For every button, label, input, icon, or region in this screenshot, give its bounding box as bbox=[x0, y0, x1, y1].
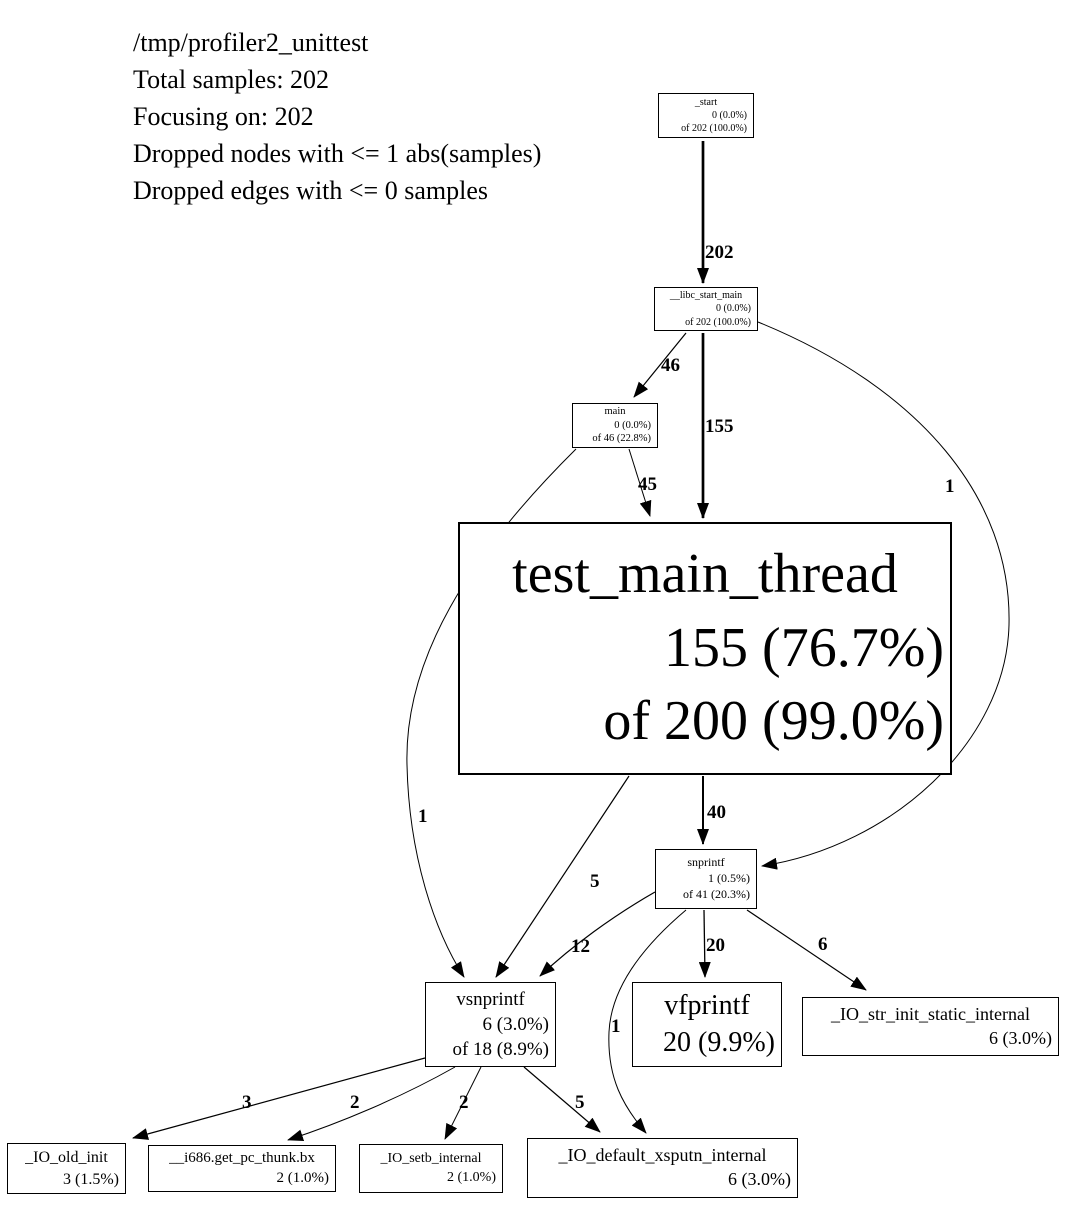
edge-vsnprintf-to-_IO_old_init bbox=[132, 1057, 426, 1140]
node-sample-stat: 155 (76.7%) bbox=[664, 616, 944, 679]
dropped-nodes-line: Dropped nodes with <= 1 abs(samples) bbox=[133, 139, 542, 168]
edge-label-__libc_start_main-to-main: 46 bbox=[661, 355, 680, 376]
node-_IO_setb_internal: _IO_setb_internal 2 (1.0%) bbox=[359, 1144, 503, 1193]
edge-snprintf-to-_IO_str_init_static_internal bbox=[746, 909, 867, 991]
edge-snprintf-to-vsnprintf bbox=[539, 891, 656, 977]
node-__libc_start_main: __libc_start_main 0 (0.0%) of 202 (100.0%) bbox=[654, 287, 758, 331]
node-_IO_str_init_static_internal: _IO_str_init_static_internal 6 (3.0%) bbox=[802, 997, 1059, 1056]
edge-label-_start-to-__libc_start_main: 202 bbox=[705, 242, 734, 263]
node-function-name: _IO_setb_internal bbox=[380, 1151, 482, 1167]
edge-vsnprintf-to-_IO_setb_internal bbox=[444, 1066, 482, 1140]
node-function-name: _IO_str_init_static_internal bbox=[831, 1003, 1030, 1024]
node-function-name: _IO_old_init bbox=[25, 1149, 108, 1167]
edge-__libc_start_main-to-snprintf bbox=[757, 321, 1010, 870]
edge-label-vsnprintf-to-__i686.get_pc_thunk.bx: 2 bbox=[350, 1092, 360, 1113]
edge-snprintf-to-vfprintf bbox=[698, 909, 711, 978]
edge-label-main-to-vsnprintf: 1 bbox=[418, 806, 428, 827]
focusing-on-line: Focusing on: 202 bbox=[133, 102, 314, 131]
node-function-name: vsnprintf bbox=[456, 988, 525, 1010]
node-sample-stat: 0 (0.0%) bbox=[716, 303, 751, 315]
node-sample-stat: of 18 (8.9%) bbox=[452, 1039, 549, 1061]
profile-binary-path: /tmp/profiler2_unittest bbox=[133, 28, 369, 57]
node-sample-stat: of 46 (22.8%) bbox=[592, 433, 651, 445]
edge-label-snprintf-to-_IO_default_xsputn_internal: 1 bbox=[611, 1016, 621, 1037]
edge-label-vsnprintf-to-_IO_setb_internal: 2 bbox=[459, 1092, 469, 1113]
node-sample-stat: 6 (3.0%) bbox=[989, 1027, 1052, 1048]
edge-test_main_thread-to-vsnprintf bbox=[495, 775, 630, 978]
edge-label-snprintf-to-vfprintf: 20 bbox=[706, 935, 725, 956]
node-_IO_default_xsputn_internal: _IO_default_xsputn_internal 6 (3.0%) bbox=[527, 1138, 798, 1198]
edge-label-snprintf-to-vsnprintf: 12 bbox=[571, 936, 590, 957]
node-sample-stat: of 202 (100.0%) bbox=[681, 123, 747, 135]
node-test_main_thread: test_main_thread 155 (76.7%) of 200 (99.0%… bbox=[458, 522, 952, 775]
edge-label-vsnprintf-to-_IO_default_xsputn_internal: 5 bbox=[575, 1092, 585, 1113]
edge-label-snprintf-to-_IO_str_init_static_internal: 6 bbox=[818, 934, 828, 955]
edge-label-__libc_start_main-to-snprintf: 1 bbox=[945, 476, 955, 497]
dropped-edges-line: Dropped edges with <= 0 samples bbox=[133, 176, 488, 205]
node-sample-stat: 2 (1.0%) bbox=[276, 1169, 330, 1186]
node-vfprintf: vfprintf 20 (9.9%) bbox=[632, 982, 782, 1067]
node-function-name: _start bbox=[694, 96, 718, 108]
edge-label-__libc_start_main-to-test_main_thread: 155 bbox=[705, 416, 734, 437]
node-sample-stat: 2 (1.0%) bbox=[447, 1169, 496, 1185]
edge-vsnprintf-to-_IO_default_xsputn_internal bbox=[523, 1066, 601, 1133]
edge-snprintf-to-_IO_default_xsputn_internal bbox=[608, 909, 687, 1134]
node-_start: _start 0 (0.0%) of 202 (100.0%) bbox=[658, 93, 754, 138]
node-sample-stat: of 41 (20.3%) bbox=[683, 886, 750, 901]
node-function-name: main bbox=[604, 405, 626, 417]
node-main: main 0 (0.0%) of 46 (22.8%) bbox=[572, 403, 658, 448]
profile-summary: /tmp/profiler2_unittest Total samples: 2… bbox=[133, 24, 541, 209]
node-snprintf: snprintf 1 (0.5%) of 41 (20.3%) bbox=[655, 849, 757, 909]
node-function-name: vfprintf bbox=[664, 989, 750, 1021]
node-_IO_old_init: _IO_old_init 3 (1.5%) bbox=[7, 1143, 126, 1194]
node-sample-stat: 3 (1.5%) bbox=[63, 1170, 119, 1188]
node-__i686.get_pc_thunk.bx: __i686.get_pc_thunk.bx 2 (1.0%) bbox=[148, 1145, 336, 1192]
edge-main-to-test_main_thread bbox=[628, 448, 652, 517]
total-samples-line: Total samples: 202 bbox=[133, 65, 330, 94]
edge-label-test_main_thread-to-snprintf: 40 bbox=[707, 802, 726, 823]
node-sample-stat: 20 (9.9%) bbox=[663, 1026, 775, 1058]
node-sample-stat: of 200 (99.0%) bbox=[603, 690, 944, 753]
node-sample-stat: 0 (0.0%) bbox=[614, 419, 651, 431]
edge-label-vsnprintf-to-_IO_old_init: 3 bbox=[242, 1092, 252, 1113]
edge-label-test_main_thread-to-vsnprintf: 5 bbox=[590, 871, 600, 892]
edge-vsnprintf-to-__i686.get_pc_thunk.bx bbox=[287, 1066, 456, 1142]
node-sample-stat: 0 (0.0%) bbox=[712, 109, 747, 121]
node-function-name: test_main_thread bbox=[512, 542, 898, 605]
node-sample-stat: of 202 (100.0%) bbox=[685, 316, 751, 328]
edge-label-main-to-test_main_thread: 45 bbox=[638, 474, 657, 495]
edge-__libc_start_main-to-main bbox=[633, 332, 687, 398]
node-sample-stat: 1 (0.5%) bbox=[708, 871, 750, 886]
node-function-name: snprintf bbox=[687, 855, 725, 870]
node-function-name: _IO_default_xsputn_internal bbox=[558, 1145, 767, 1166]
node-sample-stat: 6 (3.0%) bbox=[482, 1013, 549, 1035]
node-vsnprintf: vsnprintf 6 (3.0%) of 18 (8.9%) bbox=[425, 982, 556, 1067]
node-function-name: __libc_start_main bbox=[669, 290, 743, 302]
node-sample-stat: 6 (3.0%) bbox=[728, 1169, 791, 1189]
node-function-name: __i686.get_pc_thunk.bx bbox=[169, 1149, 315, 1166]
